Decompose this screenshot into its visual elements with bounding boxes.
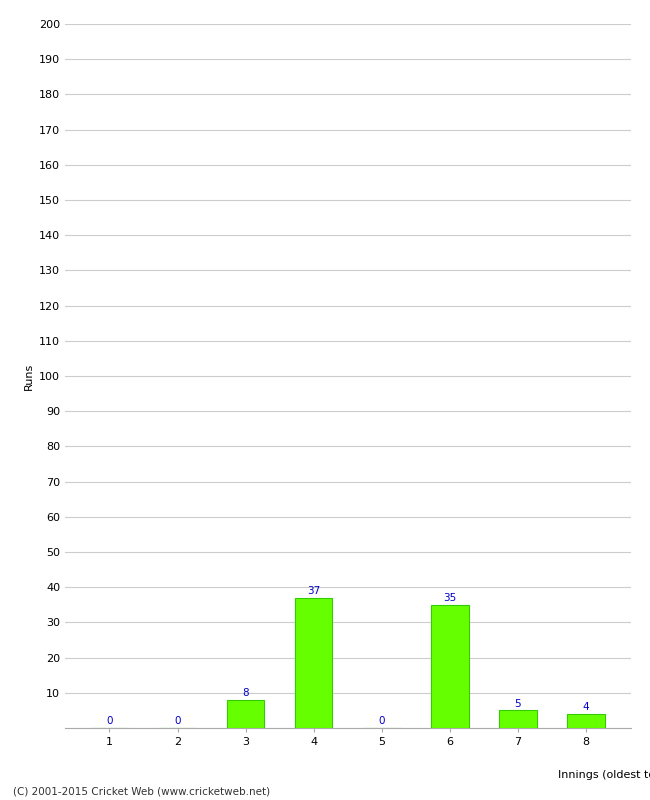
Text: 0: 0	[106, 716, 112, 726]
Bar	[567, 714, 605, 728]
Bar	[227, 700, 265, 728]
Text: 5: 5	[515, 698, 521, 709]
Y-axis label: Runs: Runs	[23, 362, 33, 390]
Text: 0: 0	[174, 716, 181, 726]
X-axis label: Innings (oldest to newest): Innings (oldest to newest)	[558, 770, 650, 780]
Text: 8: 8	[242, 688, 249, 698]
Bar	[431, 605, 469, 728]
Text: 37: 37	[307, 586, 320, 596]
Bar	[295, 598, 332, 728]
Bar	[499, 710, 537, 728]
Text: 4: 4	[583, 702, 590, 712]
Text: 35: 35	[443, 593, 456, 603]
Text: (C) 2001-2015 Cricket Web (www.cricketweb.net): (C) 2001-2015 Cricket Web (www.cricketwe…	[13, 786, 270, 796]
Text: 0: 0	[378, 716, 385, 726]
